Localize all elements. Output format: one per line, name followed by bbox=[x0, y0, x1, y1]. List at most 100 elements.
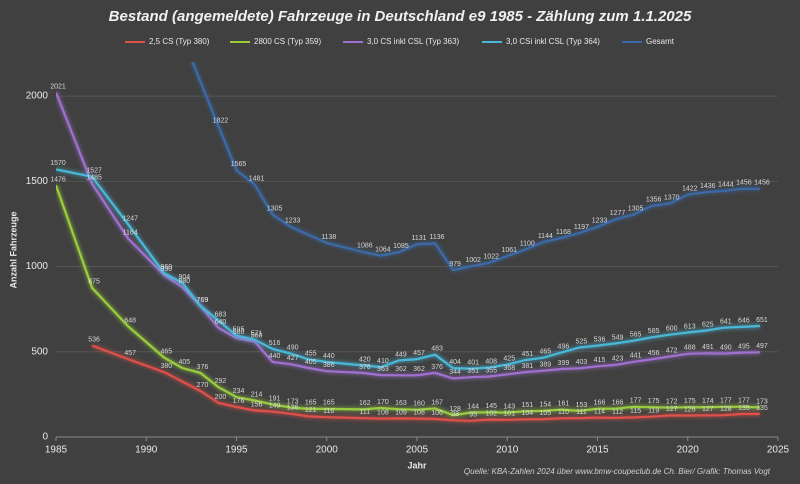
data-label: 351 bbox=[467, 368, 479, 375]
data-label: 1138 bbox=[321, 234, 336, 241]
data-label: 769 bbox=[197, 297, 209, 304]
data-label: 456 bbox=[648, 350, 660, 357]
y-tick-label: 1000 bbox=[26, 261, 49, 272]
data-label: 491 bbox=[702, 344, 714, 351]
data-label: 173 bbox=[756, 398, 768, 405]
data-label: 441 bbox=[630, 353, 642, 360]
data-label: 136 bbox=[287, 405, 299, 412]
data-label: 875 bbox=[88, 279, 100, 286]
data-label: 362 bbox=[395, 366, 407, 373]
data-label: 1064 bbox=[375, 246, 391, 253]
data-label: 595 bbox=[233, 326, 245, 333]
data-label: 114 bbox=[594, 408, 605, 415]
data-label: 410 bbox=[377, 358, 389, 365]
data-label: 116 bbox=[323, 408, 334, 415]
data-label: 173 bbox=[287, 398, 299, 405]
data-label: 109 bbox=[395, 409, 407, 416]
data-label: 1085 bbox=[393, 243, 409, 250]
data-label: 880 bbox=[179, 278, 191, 285]
series-line bbox=[191, 62, 760, 272]
data-label: 363 bbox=[377, 366, 389, 373]
data-label: 376 bbox=[359, 364, 371, 371]
data-label: 154 bbox=[540, 402, 552, 409]
data-label: 380 bbox=[160, 363, 172, 370]
data-label: 355 bbox=[485, 367, 497, 374]
data-label: 600 bbox=[666, 326, 678, 333]
data-label: 111 bbox=[576, 409, 587, 416]
data-label: 376 bbox=[197, 364, 209, 371]
data-label: 101 bbox=[503, 411, 515, 418]
data-label: 651 bbox=[756, 317, 768, 324]
data-label: 166 bbox=[612, 400, 624, 407]
data-label: 234 bbox=[233, 388, 245, 395]
data-label: 126 bbox=[684, 406, 696, 413]
series-line bbox=[56, 168, 760, 370]
plot-area bbox=[56, 62, 760, 422]
data-label: 1022 bbox=[483, 254, 499, 261]
y-tick-label: 1500 bbox=[26, 176, 49, 187]
data-label: 102 bbox=[485, 410, 497, 417]
data-label: 536 bbox=[594, 336, 606, 343]
legend-label: 3,0 CS inkl CSL (Typ 363) bbox=[367, 37, 460, 46]
data-label: 166 bbox=[594, 400, 606, 407]
data-label: 683 bbox=[215, 311, 227, 318]
data-label: 177 bbox=[720, 398, 732, 405]
data-label: 177 bbox=[630, 398, 642, 405]
data-label: 144 bbox=[467, 403, 479, 410]
data-label: 449 bbox=[395, 351, 407, 358]
data-label: 389 bbox=[540, 362, 552, 369]
data-label: 457 bbox=[124, 350, 136, 357]
legend-label: Gesamt bbox=[646, 37, 675, 46]
data-label: 381 bbox=[521, 363, 533, 370]
data-label: 176 bbox=[233, 398, 245, 405]
data-label: 1456 bbox=[736, 180, 752, 187]
data-label: 1164 bbox=[123, 229, 138, 236]
data-label: 1481 bbox=[249, 175, 265, 182]
x-tick-label: 2005 bbox=[406, 445, 429, 456]
data-label: 960 bbox=[160, 264, 172, 271]
x-tick-label: 2015 bbox=[586, 445, 609, 456]
series-line bbox=[56, 185, 760, 417]
data-label: 496 bbox=[558, 343, 570, 350]
data-label: 580 bbox=[233, 329, 245, 336]
data-label: 1456 bbox=[754, 180, 770, 187]
data-label: 143 bbox=[503, 403, 515, 410]
data-label: 128 bbox=[720, 406, 732, 413]
legend-label: 3,0 CSi inkl CSL (Typ 364) bbox=[506, 37, 600, 46]
data-label: 1168 bbox=[556, 229, 571, 236]
data-label: 214 bbox=[251, 391, 263, 398]
data-label: 1277 bbox=[610, 210, 626, 217]
data-label: 386 bbox=[323, 362, 335, 369]
data-label: 1476 bbox=[50, 176, 66, 183]
data-label: 423 bbox=[612, 356, 624, 363]
data-label: 135 bbox=[738, 405, 750, 412]
data-label: 104 bbox=[521, 410, 533, 417]
data-label: 1233 bbox=[285, 218, 301, 225]
data-label: 1086 bbox=[357, 243, 373, 250]
data-label: 1356 bbox=[646, 197, 662, 204]
chart-title: Bestand (angemeldete) Fahrzeuge in Deuts… bbox=[109, 8, 692, 25]
data-label: 163 bbox=[395, 400, 407, 407]
data-label: 165 bbox=[323, 400, 335, 407]
data-label: 344 bbox=[449, 369, 461, 376]
x-tick-label: 2010 bbox=[496, 445, 519, 456]
data-label: 465 bbox=[540, 349, 552, 356]
data-label: 149 bbox=[269, 402, 281, 409]
y-tick-label: 500 bbox=[31, 346, 48, 357]
data-label: 1436 bbox=[700, 183, 716, 190]
data-label: 560 bbox=[251, 332, 263, 339]
x-tick-label: 1985 bbox=[45, 445, 68, 456]
data-label: 950 bbox=[160, 266, 172, 273]
data-label: 376 bbox=[431, 364, 443, 371]
data-label: 106 bbox=[431, 410, 443, 417]
x-tick-label: 2025 bbox=[767, 445, 790, 456]
data-label: 127 bbox=[702, 406, 714, 413]
data-label: 2021 bbox=[50, 83, 66, 90]
data-label: 270 bbox=[197, 382, 209, 389]
data-label: 403 bbox=[576, 359, 588, 366]
data-label: 1822 bbox=[213, 117, 229, 124]
data-label: 1233 bbox=[592, 218, 608, 225]
data-label: 490 bbox=[720, 344, 732, 351]
